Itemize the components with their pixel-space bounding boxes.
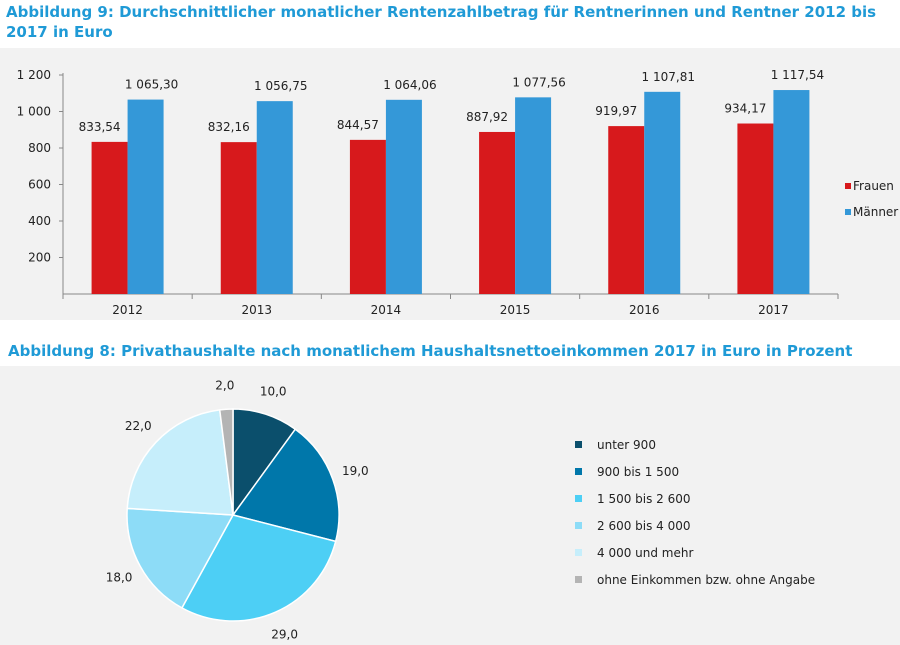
- pie-chart-panel: 10,0 unter 900 19,0 900 bis 1 500 29,0 1 500 …: [0, 366, 900, 645]
- pie-chart: 10,0 unter 900 19,0 900 bis 1 500 29,0 1 500 …: [106, 378, 815, 641]
- y-tick-label: 600: [28, 178, 51, 192]
- legend-label: 900 bis 1 500: [597, 465, 679, 479]
- data-label: 887,92: [466, 110, 508, 124]
- bar-frauen-2012: [91, 141, 128, 294]
- bar-männer-2016: [644, 91, 681, 294]
- legend-label: 4 000 und mehr: [597, 546, 693, 560]
- pie-slice-4: [126, 409, 234, 516]
- legend-label: unter 900: [597, 438, 656, 452]
- x-tick-label: 2013: [241, 303, 272, 317]
- bar-chart-title: Abbildung 9: Durchschnittlicher monatlic…: [6, 3, 877, 41]
- bar-frauen-2015: [479, 131, 516, 294]
- data-label: 833,54: [79, 120, 121, 134]
- data-label: 1 065,30: [125, 78, 178, 92]
- x-tick-label: 2016: [629, 303, 660, 317]
- bar-chart-panel: 200 400 600 800 1 000 1 200 2012 833,54 1 065,30…: [0, 48, 900, 320]
- y-tick-label: 1 000: [17, 105, 51, 119]
- data-label: 1 107,81: [642, 70, 695, 84]
- legend-label: 2 600 bis 4 000: [597, 519, 691, 533]
- data-label: 1 056,75: [254, 79, 307, 93]
- bar-chart: 200 400 600 800 1 000 1 200 2012 833,54 1 065,30…: [17, 68, 899, 317]
- bar-männer-2015: [515, 97, 552, 294]
- legend-swatch-1: [575, 468, 582, 475]
- pie-slice-1: [231, 428, 340, 543]
- y-tick-label: 800: [28, 141, 51, 155]
- y-tick-label: 400: [28, 214, 51, 228]
- pie-value-label: 2,0: [215, 378, 234, 392]
- data-label: 832,16: [208, 120, 250, 134]
- bar-frauen-2014: [349, 139, 386, 294]
- pie-slice-3: [126, 507, 235, 609]
- pie-value-label: 29,0: [271, 627, 298, 641]
- legend-swatch-frauen: [845, 183, 851, 189]
- pie-value-label: 10,0: [260, 384, 287, 398]
- bar-männer-2012: [127, 99, 164, 294]
- data-label: 1 117,54: [771, 68, 824, 82]
- legend-swatch-3: [575, 522, 582, 529]
- legend-swatch-5: [575, 576, 582, 583]
- pie-value-label: 18,0: [106, 571, 133, 585]
- pie-slice-5: [218, 408, 234, 516]
- x-tick-label: 2012: [112, 303, 143, 317]
- data-label: 919,97: [595, 104, 637, 118]
- legend-swatch-0: [575, 441, 582, 448]
- pie-value-label: 22,0: [125, 419, 152, 433]
- data-label: 844,57: [337, 118, 379, 132]
- legend-label-männer: Männer: [853, 205, 898, 219]
- legend-label: 1 500 bis 2 600: [597, 492, 691, 506]
- legend-label-frauen: Frauen: [853, 179, 894, 193]
- x-tick-label: 2015: [500, 303, 531, 317]
- bar-frauen-2013: [220, 142, 257, 294]
- y-tick-label: 200: [28, 251, 51, 265]
- legend-label: ohne Einkommen bzw. ohne Angabe: [597, 573, 815, 587]
- x-tick-label: 2017: [758, 303, 789, 317]
- pie-value-label: 19,0: [342, 464, 369, 478]
- bar-männer-2013: [256, 101, 293, 294]
- y-tick-label: 1 200: [17, 68, 51, 82]
- data-label: 934,17: [724, 102, 766, 116]
- legend-swatch-2: [575, 495, 582, 502]
- legend-swatch-männer: [845, 209, 851, 215]
- pie-chart-title: Abbildung 8: Privathaushalte nach monatl…: [8, 342, 853, 360]
- legend-swatch-4: [575, 549, 582, 556]
- x-tick-label: 2014: [371, 303, 402, 317]
- bar-frauen-2016: [608, 126, 645, 295]
- bar-männer-2017: [773, 90, 810, 294]
- bar-männer-2014: [385, 99, 422, 294]
- bar-frauen-2017: [737, 123, 774, 294]
- data-label: 1 064,06: [383, 78, 436, 92]
- data-label: 1 077,56: [512, 75, 565, 89]
- pie-slice-2: [180, 514, 337, 622]
